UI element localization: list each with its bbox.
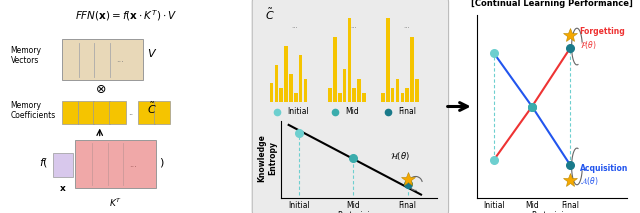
Text: Forgetting: Forgetting xyxy=(580,27,625,36)
Text: $\mathcal{F}(\theta)$: $\mathcal{F}(\theta)$ xyxy=(580,39,596,51)
FancyBboxPatch shape xyxy=(154,101,170,124)
Text: Memory
Coefficients: Memory Coefficients xyxy=(10,101,56,121)
FancyBboxPatch shape xyxy=(93,101,110,124)
Bar xyxy=(391,88,394,102)
Text: $\mathcal{H}(\theta)$: $\mathcal{H}(\theta)$ xyxy=(390,150,410,162)
Text: $K^T$: $K^T$ xyxy=(109,197,122,209)
FancyBboxPatch shape xyxy=(61,39,143,80)
Bar xyxy=(386,18,390,102)
Text: $\mathcal{A}(\theta)$: $\mathcal{A}(\theta)$ xyxy=(580,176,598,187)
Text: ...: ... xyxy=(116,55,124,64)
FancyBboxPatch shape xyxy=(75,140,156,188)
Bar xyxy=(328,88,332,102)
Bar xyxy=(415,79,419,102)
Bar xyxy=(405,88,409,102)
Bar xyxy=(396,79,399,102)
Bar xyxy=(343,69,346,102)
FancyBboxPatch shape xyxy=(252,0,449,213)
Bar xyxy=(284,46,288,102)
Text: $f($: $f($ xyxy=(38,156,48,170)
FancyBboxPatch shape xyxy=(62,101,79,124)
Bar xyxy=(299,55,302,102)
Text: ..: .. xyxy=(129,108,134,117)
X-axis label: Pretraining
steps: Pretraining steps xyxy=(531,211,573,213)
Bar xyxy=(357,79,361,102)
Bar xyxy=(381,93,385,102)
Text: Final: Final xyxy=(399,107,417,116)
Text: $)$: $)$ xyxy=(159,156,165,170)
Text: ...: ... xyxy=(350,23,356,29)
Bar xyxy=(401,93,404,102)
Text: $V$: $V$ xyxy=(147,47,157,59)
X-axis label: Pretraining
steps: Pretraining steps xyxy=(338,211,380,213)
Text: Acquisition: Acquisition xyxy=(580,164,628,173)
FancyBboxPatch shape xyxy=(52,153,73,177)
Bar xyxy=(303,79,307,102)
Text: $\otimes$: $\otimes$ xyxy=(95,83,107,96)
Text: $\tilde{C}$: $\tilde{C}$ xyxy=(266,6,275,22)
Text: ...: ... xyxy=(129,160,137,168)
Bar xyxy=(275,65,278,102)
Text: $\mathbf{x}$: $\mathbf{x}$ xyxy=(59,184,67,193)
Text: ...: ... xyxy=(403,23,410,29)
FancyBboxPatch shape xyxy=(77,101,94,124)
Text: Knowledge
Entropy: Knowledge Entropy xyxy=(258,134,277,181)
Text: Memory
Vectors: Memory Vectors xyxy=(10,46,42,65)
Bar xyxy=(289,74,292,102)
Text: [Continual Learning Performance]: [Continual Learning Performance] xyxy=(471,0,633,8)
Bar xyxy=(338,93,342,102)
FancyBboxPatch shape xyxy=(138,101,154,124)
Text: Mid: Mid xyxy=(346,107,360,116)
Bar xyxy=(410,37,414,102)
Bar xyxy=(348,18,351,102)
Bar xyxy=(280,88,283,102)
Bar xyxy=(333,37,337,102)
Bar xyxy=(270,83,273,102)
Bar xyxy=(362,93,365,102)
Text: $FFN(\mathbf{x}) = f(\mathbf{x} \cdot K^T) \cdot V$: $FFN(\mathbf{x}) = f(\mathbf{x} \cdot K^… xyxy=(75,9,177,23)
Text: $\tilde{C}$: $\tilde{C}$ xyxy=(147,101,157,116)
Bar xyxy=(353,88,356,102)
Text: Initial: Initial xyxy=(287,107,309,116)
FancyBboxPatch shape xyxy=(109,101,125,124)
Bar xyxy=(294,93,298,102)
Text: ...: ... xyxy=(291,23,298,29)
